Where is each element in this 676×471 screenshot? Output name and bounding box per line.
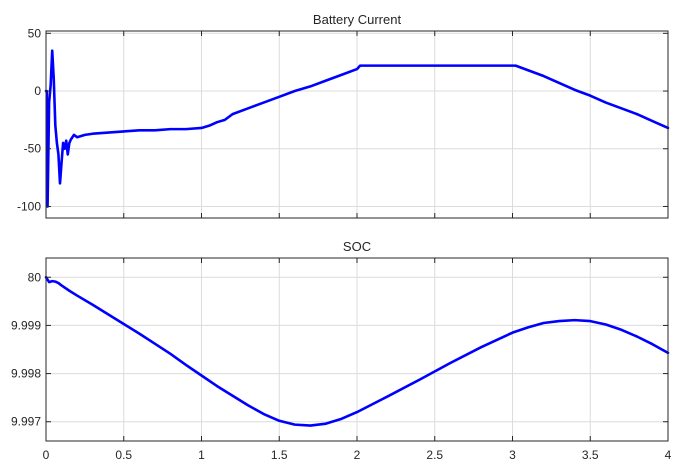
- y-tick-label: 50: [28, 26, 42, 40]
- chart-title: SOC: [343, 239, 371, 254]
- y-tick-label: -100: [17, 199, 41, 213]
- x-tick-label: 0: [43, 448, 50, 462]
- y-tick-label: 9.997: [11, 415, 41, 429]
- y-tick-label: 80: [28, 270, 42, 284]
- x-tick-label: 3.5: [582, 448, 599, 462]
- x-tick-label: 2: [354, 448, 361, 462]
- y-tick-label: 0: [34, 84, 41, 98]
- y-tick-label: -50: [24, 142, 42, 156]
- y-tick-label: 9.998: [11, 367, 41, 381]
- chart-title: Battery Current: [313, 12, 402, 27]
- x-tick-label: 3: [509, 448, 516, 462]
- x-tick-label: 0.5: [115, 448, 132, 462]
- x-tick-label: 4: [665, 448, 672, 462]
- soc-series-line: [44, 275, 670, 427]
- x-tick-label: 1.5: [271, 448, 288, 462]
- x-tick-label: 2.5: [426, 448, 443, 462]
- battery-current-series-line: [44, 49, 670, 208]
- x-tick-label: 1: [198, 448, 205, 462]
- soc-axes: 80 9.999 9.998 9.997 0 0.5 1 1.5 2 2.5 3 3.5 4 SOC: [11, 239, 672, 462]
- battery-current-axes: 50 0 -50 -100 Battery Current: [17, 12, 670, 219]
- y-tick-label: 9.999: [11, 318, 41, 332]
